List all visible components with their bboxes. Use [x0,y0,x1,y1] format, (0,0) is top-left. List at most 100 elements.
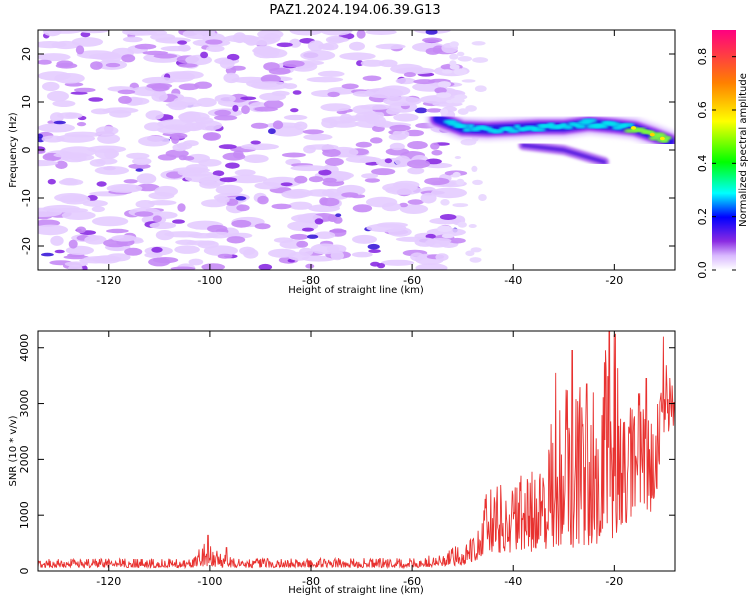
noise-blob [282,60,305,68]
noise-blob [381,202,401,212]
snr-y-tick-label: 2000 [18,445,31,473]
noise-blob [465,250,475,257]
noise-blob [460,138,477,146]
noise-blob [199,181,221,189]
noise-blob [395,77,416,85]
noise-blob [152,215,162,223]
noise-blob [472,57,489,63]
noise-blob [454,156,462,159]
snr-y-axis-label: SNR (10 * v/v) [8,415,19,486]
noise-blob [306,76,344,83]
noise-blob [174,245,200,254]
noise-blob [320,103,352,112]
noise-blob [126,152,150,160]
noise-blob [160,45,191,52]
noise-blob [236,204,250,212]
spectrogram-noise [38,30,489,270]
noise-blob [215,184,243,195]
noise-blob [364,178,380,183]
noise-blob [61,210,96,220]
noise-blob [356,30,366,39]
noise-blob [345,155,378,163]
noise-blob [250,122,269,129]
noise-blob [200,51,209,59]
spectrogram-x-tick-label: -120 [96,274,121,287]
noise-blob [64,131,101,138]
noise-blob [146,30,167,36]
noise-blob [170,266,196,270]
noise-blob [303,133,333,141]
noise-blob [424,177,450,185]
noise-blob [53,120,66,125]
noise-blob [362,75,382,82]
noise-blob [219,58,235,69]
noise-blob [259,92,287,101]
noise-blob [320,197,340,207]
snr-x-tick-label: -60 [403,575,421,588]
noise-blob [42,81,60,92]
noise-blob [183,140,199,147]
noise-blob [290,233,309,240]
noise-blob [414,107,428,114]
noise-blob [472,179,483,185]
noise-blob [243,154,269,163]
noise-blob [341,192,359,198]
noise-blob [429,217,462,225]
colorbar-tick-label: 0.0 [696,261,709,279]
noise-blob [186,240,216,246]
noise-blob [193,30,216,36]
signal-peak [621,122,635,127]
noise-blob [95,158,118,165]
noise-blob [371,168,396,176]
noise-blob [349,41,365,51]
snr-x-tick-label: -100 [197,575,222,588]
noise-blob [435,253,449,261]
noise-blob [368,249,381,254]
signal-peak [581,118,597,123]
noise-blob [117,89,136,95]
noise-blob [138,135,170,147]
noise-blob [453,68,468,76]
noise-blob [302,227,314,232]
noise-blob [41,135,65,143]
noise-blob [322,177,337,183]
signal-peak [663,135,672,140]
noise-blob [327,214,338,223]
noise-blob [148,257,171,267]
noise-blob [431,149,443,156]
noise-blob [153,53,178,59]
noise-blob [241,105,250,115]
noise-blob [243,248,259,259]
colorbar-ticks: 0.0 0.2 0.4 0.6 0.8 [696,48,736,279]
snr-plot-area [38,331,675,570]
noise-blob [97,133,121,144]
snr-x-axis-label: Height of straight line (km) [288,585,424,596]
noise-blob [91,206,105,213]
noise-blob [214,94,236,103]
noise-blob [327,91,340,98]
noise-blob [168,100,188,111]
noise-blob [364,87,404,99]
noise-blob [136,173,157,185]
noise-blob [436,92,452,98]
noise-blob [123,179,138,184]
noise-blob [407,199,424,205]
noise-blob [203,245,238,256]
noise-blob [268,128,276,135]
noise-blob [258,263,273,270]
noise-blob [240,143,279,150]
snr-x-tick-label: -80 [302,575,320,588]
noise-blob [300,50,336,61]
noise-blob [468,224,477,228]
noise-blob [122,36,143,43]
noise-blob [281,190,308,199]
noise-blob [361,173,379,179]
signal-hotspot [649,132,655,137]
spectrogram-y-tick-label: -20 [20,237,33,255]
noise-blob [406,159,431,169]
noise-blob [219,177,237,183]
noise-blob [288,201,313,210]
noise-blob [80,31,91,38]
noise-blob [214,115,238,121]
noise-blob [434,87,447,94]
